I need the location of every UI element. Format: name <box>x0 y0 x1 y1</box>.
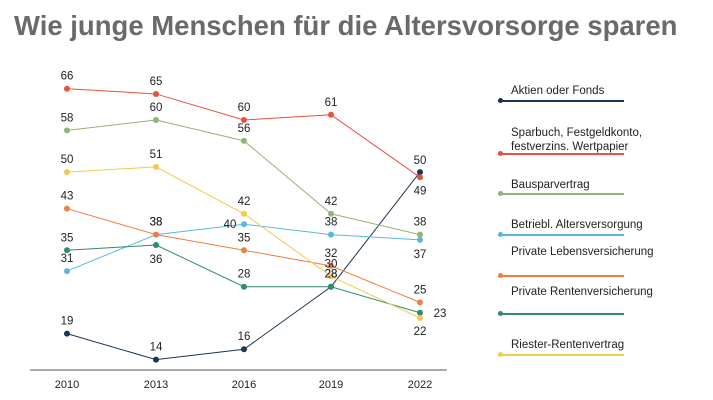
legend-line-5 <box>498 313 624 315</box>
legend-line-2 <box>498 193 624 195</box>
data-point-6-4 <box>417 314 423 321</box>
data-label-6-2: 42 <box>238 196 251 208</box>
data-point-1-2 <box>241 117 247 123</box>
legend-dot-6 <box>498 352 503 358</box>
x-tick-label-3: 2019 <box>319 379 343 391</box>
data-label-1-0: 66 <box>61 71 74 83</box>
data-label-5-4: 23 <box>434 308 447 320</box>
x-tick-label-4: 2022 <box>408 379 432 391</box>
data-point-6-2 <box>241 210 247 217</box>
data-label-2-0: 58 <box>61 112 74 124</box>
data-label-0-4: 50 <box>414 155 427 167</box>
legend-label-6: Riester-Rentenvertrag <box>511 339 625 351</box>
legend-dot-5 <box>498 311 503 317</box>
data-label-3-4: 37 <box>414 249 427 261</box>
legend-line-6 <box>498 354 624 356</box>
legend-dot-0 <box>498 98 503 104</box>
data-point-5-2 <box>241 283 247 290</box>
data-point-5-0 <box>64 247 70 254</box>
data-label-1-1: 65 <box>150 76 163 88</box>
data-label-5-0: 35 <box>61 232 74 244</box>
data-label-4-1: 38 <box>150 217 163 229</box>
data-label-4-2: 35 <box>238 232 251 244</box>
data-point-1-0 <box>64 85 70 92</box>
legend-label-2: Bausparvertrag <box>511 179 590 191</box>
legend-dot-2 <box>498 191 503 197</box>
x-tick-label-2: 2016 <box>232 379 256 391</box>
data-label-1-2: 60 <box>238 102 251 114</box>
data-point-0-2 <box>241 346 247 353</box>
data-label-0-1: 14 <box>150 342 163 354</box>
data-point-6-0 <box>64 169 70 176</box>
legend-line-0 <box>498 100 624 102</box>
legend: Aktien oder Fonds Sparbuch, Festgeldkonto… <box>496 0 706 400</box>
data-label-1-4: 49 <box>414 185 427 197</box>
data-point-1-4 <box>417 174 423 181</box>
x-tick-label-1: 2013 <box>144 379 168 391</box>
data-point-2-3 <box>328 210 334 217</box>
data-point-2-2 <box>241 137 247 144</box>
data-point-4-3 <box>328 262 334 269</box>
data-label-6-1: 51 <box>150 149 163 161</box>
legend-label-5: Private Rentenversicherung <box>511 286 653 298</box>
data-label-6-4: 22 <box>414 326 427 338</box>
data-point-2-4 <box>417 231 423 238</box>
data-label-0-3: 28 <box>325 269 338 281</box>
data-label-3-1: 38 <box>150 217 163 229</box>
data-point-3-3 <box>328 231 334 238</box>
data-point-1-3 <box>328 111 334 118</box>
legend-line-1 <box>498 153 624 155</box>
data-label-4-0: 43 <box>61 191 74 203</box>
legend-label-3: Betriebl. Altersversorgung <box>511 219 643 231</box>
data-label-0-0: 19 <box>61 316 74 328</box>
series-line-2 <box>66 119 421 236</box>
legend-label-0: Aktien oder Fonds <box>511 85 605 97</box>
data-point-6-1 <box>153 163 159 170</box>
data-point-5-4 <box>417 309 423 316</box>
data-label-2-2: 56 <box>238 123 251 135</box>
data-label-3-2: 40 <box>224 219 237 231</box>
data-point-4-2 <box>241 247 247 254</box>
data-point-4-1 <box>153 231 159 238</box>
data-label-0-2: 16 <box>238 331 251 343</box>
data-point-3-2 <box>241 221 247 228</box>
data-point-3-4 <box>417 236 423 243</box>
data-label-4-4: 25 <box>414 284 427 296</box>
data-point-3-0 <box>64 268 70 275</box>
data-label-3-3: 38 <box>325 217 338 229</box>
data-label-2-1: 60 <box>150 102 163 114</box>
data-point-2-0 <box>64 127 70 134</box>
legend-label-4: Private Lebensversicherung <box>511 246 654 258</box>
data-point-0-1 <box>153 356 159 363</box>
data-point-0-0 <box>64 330 70 337</box>
data-point-4-0 <box>64 205 70 212</box>
data-label-2-3: 42 <box>325 196 338 208</box>
data-point-0-4 <box>417 169 423 176</box>
legend-line-3 <box>498 234 624 236</box>
data-label-6-0: 50 <box>61 154 74 166</box>
data-point-5-1 <box>153 242 159 249</box>
data-point-1-1 <box>153 90 159 97</box>
legend-dot-3 <box>498 232 503 238</box>
legend-dot-4 <box>498 273 503 279</box>
legend-label-1: Sparbuch, Festgeldkonto, festverzins. We… <box>511 127 643 153</box>
data-point-5-3 <box>328 283 334 290</box>
data-label-4-3: 32 <box>325 248 338 260</box>
data-point-4-4 <box>417 299 423 306</box>
legend-line-4 <box>498 275 624 277</box>
x-tick-label-0: 2010 <box>55 379 79 391</box>
data-label-6-3: 30 <box>325 258 338 270</box>
data-label-2-4: 38 <box>414 217 427 229</box>
data-label-5-2: 28 <box>238 269 251 281</box>
data-label-3-0: 31 <box>61 253 74 265</box>
data-point-6-3 <box>328 273 334 280</box>
data-label-1-3: 61 <box>325 97 338 109</box>
data-point-2-1 <box>153 117 159 123</box>
data-label-5-3: 28 <box>325 269 338 281</box>
data-label-5-1: 36 <box>150 254 163 266</box>
legend-dot-1 <box>498 151 503 157</box>
chart-title: Wie junge Menschen für die Altersvorsorg… <box>14 10 678 41</box>
